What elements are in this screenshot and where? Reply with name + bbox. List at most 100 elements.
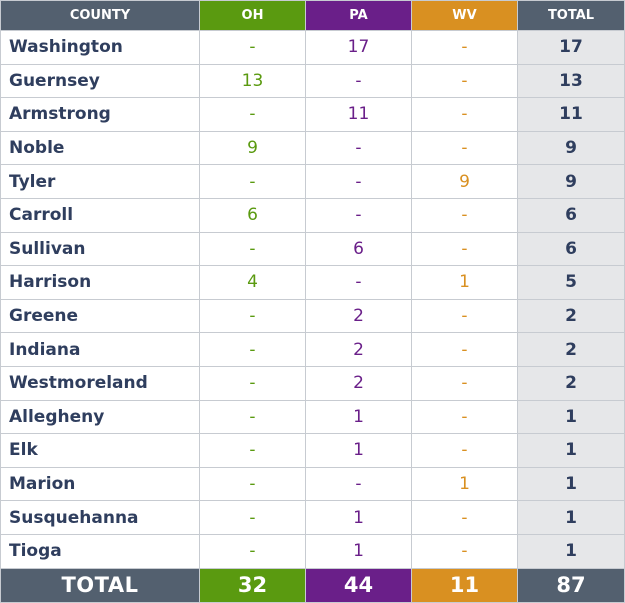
wv-value-cell: - <box>411 130 518 166</box>
pa-value-cell: 2 <box>305 332 412 367</box>
table-row: Noble 9- -9 <box>0 130 625 166</box>
oh-value-cell: - <box>199 332 306 367</box>
pa-value-cell: - <box>305 265 412 300</box>
county-name-cell: Elk <box>0 433 200 468</box>
table-row: Tioga -1-1 <box>0 533 625 569</box>
footer-wv-total: 11 <box>411 567 518 603</box>
county-name-cell: Susquehanna <box>0 500 200 535</box>
pa-value-cell: 11 <box>305 97 412 132</box>
oh-value-cell: - <box>199 231 306 267</box>
wv-value-cell: 9 <box>411 164 518 199</box>
table-footer: TOTAL 32 44 11 87 <box>0 567 625 603</box>
header-wv: WV <box>411 0 518 31</box>
row-total-cell: 9 <box>517 164 625 199</box>
header-pa: PA <box>305 0 412 31</box>
county-name-cell: Tioga <box>0 533 200 569</box>
pa-value-cell: - <box>305 466 412 502</box>
table-row: Indiana -2-2 <box>0 332 625 367</box>
county-name-cell: Washington <box>0 30 200 65</box>
county-name-cell: Indiana <box>0 332 200 367</box>
pa-value-cell: 6 <box>305 231 412 267</box>
wv-value-cell: - <box>411 332 518 367</box>
wv-value-cell: - <box>411 197 518 233</box>
oh-value-cell: 6 <box>199 197 306 233</box>
county-name-cell: Harrison <box>0 265 200 300</box>
row-total-cell: 6 <box>517 197 625 233</box>
table-row: Susquehanna -1-1 <box>0 500 625 535</box>
wv-value-cell: - <box>411 30 518 65</box>
header-row: COUNTY OH PA WV TOTAL <box>0 0 625 31</box>
table-row: Guernsey 13- -13 <box>0 63 625 99</box>
oh-value-cell: 9 <box>199 130 306 166</box>
table-row: Armstrong -11-11 <box>0 97 625 132</box>
wv-value-cell: - <box>411 97 518 132</box>
wv-value-cell: - <box>411 298 518 334</box>
row-total-cell: 17 <box>517 30 625 65</box>
wv-value-cell: - <box>411 533 518 569</box>
county-name-cell: Armstrong <box>0 97 200 132</box>
row-total-cell: 2 <box>517 332 625 367</box>
footer-pa-total: 44 <box>305 567 412 603</box>
table-row: Carroll 6- -6 <box>0 197 625 233</box>
oh-value-cell: - <box>199 30 306 65</box>
table-row: Washington -17-17 <box>0 30 625 65</box>
row-total-cell: 11 <box>517 97 625 132</box>
wv-value-cell: - <box>411 433 518 468</box>
wv-value-cell: - <box>411 63 518 99</box>
table-row: Tyler - -9 9 <box>0 164 625 199</box>
table-body: Washington -17-17 Guernsey 13- -13 Armstrong -… <box>0 30 625 569</box>
footer-total-label: TOTAL <box>0 567 200 603</box>
oh-value-cell: - <box>199 97 306 132</box>
county-name-cell: Sullivan <box>0 231 200 267</box>
county-name-cell: Allegheny <box>0 399 200 435</box>
row-total-cell: 9 <box>517 130 625 166</box>
footer-oh-total: 32 <box>199 567 306 603</box>
wv-value-cell: 1 <box>411 466 518 502</box>
pa-value-cell: 17 <box>305 30 412 65</box>
row-total-cell: 2 <box>517 365 625 401</box>
oh-value-cell: - <box>199 164 306 199</box>
county-name-cell: Tyler <box>0 164 200 199</box>
table-row: Sullivan -6-6 <box>0 231 625 267</box>
row-total-cell: 13 <box>517 63 625 99</box>
oh-value-cell: 4 <box>199 265 306 300</box>
county-name-cell: Guernsey <box>0 63 200 99</box>
pa-value-cell: 1 <box>305 533 412 569</box>
table-row: Marion - -1 1 <box>0 466 625 502</box>
row-total-cell: 1 <box>517 466 625 502</box>
county-name-cell: Greene <box>0 298 200 334</box>
wv-value-cell: - <box>411 500 518 535</box>
table-row: Westmoreland -2-2 <box>0 365 625 401</box>
county-name-cell: Marion <box>0 466 200 502</box>
oh-value-cell: - <box>199 500 306 535</box>
oh-value-cell: - <box>199 533 306 569</box>
pa-value-cell: - <box>305 63 412 99</box>
header-oh: OH <box>199 0 306 31</box>
header-county: COUNTY <box>0 0 200 31</box>
wv-value-cell: - <box>411 231 518 267</box>
pa-value-cell: 1 <box>305 500 412 535</box>
row-total-cell: 1 <box>517 533 625 569</box>
row-total-cell: 1 <box>517 399 625 435</box>
table-row: Allegheny -1-1 <box>0 399 625 435</box>
row-total-cell: 6 <box>517 231 625 267</box>
table-row: Harrison 4-1 5 <box>0 265 625 300</box>
oh-value-cell: - <box>199 365 306 401</box>
wv-value-cell: - <box>411 365 518 401</box>
header-total: TOTAL <box>517 0 625 31</box>
row-total-cell: 1 <box>517 433 625 468</box>
footer-grand-total: 87 <box>517 567 625 603</box>
pa-value-cell: - <box>305 164 412 199</box>
oh-value-cell: - <box>199 433 306 468</box>
table-header: COUNTY OH PA WV TOTAL <box>0 0 625 31</box>
row-total-cell: 1 <box>517 500 625 535</box>
oh-value-cell: - <box>199 466 306 502</box>
county-name-cell: Carroll <box>0 197 200 233</box>
pa-value-cell: - <box>305 130 412 166</box>
row-total-cell: 2 <box>517 298 625 334</box>
table-row: Elk -1-1 <box>0 433 625 468</box>
footer-row: TOTAL 32 44 11 87 <box>0 567 625 603</box>
county-name-cell: Westmoreland <box>0 365 200 401</box>
oh-value-cell: - <box>199 399 306 435</box>
